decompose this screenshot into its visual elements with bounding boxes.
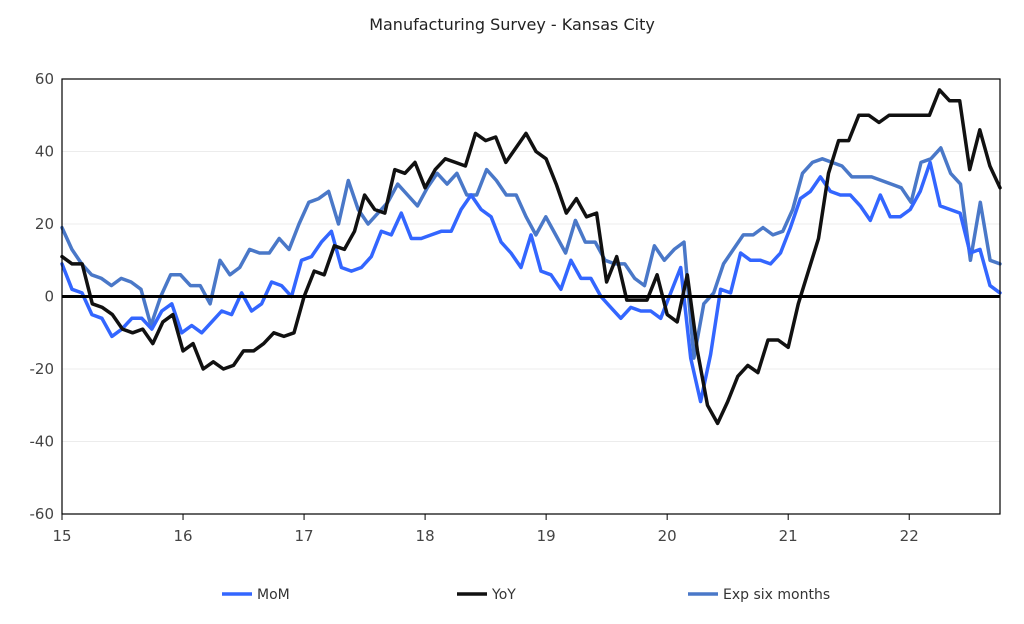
x-tick-label: 16 [173, 527, 192, 545]
y-tick-label: -20 [30, 360, 55, 378]
legend-label: MoM [257, 587, 290, 603]
legend-label: Exp six months [723, 587, 830, 603]
plot-border [61, 78, 1001, 515]
y-tick-label: 40 [35, 143, 54, 161]
series-line-0 [60, 160, 1002, 404]
y-axis-ticks: 60 40 20 0 -20 -40 -60 [30, 70, 55, 523]
y-tick-label: 0 [44, 288, 54, 306]
x-tick-label: 19 [537, 527, 556, 545]
x-tick-label: 17 [295, 527, 314, 545]
legend-label: YoY [491, 587, 516, 603]
y-tick-label: 20 [35, 215, 54, 233]
y-tick-label: 60 [35, 70, 54, 88]
x-tick-label: 20 [658, 527, 677, 545]
series-line-2 [60, 146, 1002, 360]
series-line-1 [60, 88, 1002, 426]
x-tick-label: 22 [900, 527, 919, 545]
y-tick-label: -40 [30, 433, 55, 451]
x-tick-label: 15 [52, 527, 71, 545]
legend: MoM YoY Exp six months [222, 587, 830, 603]
series-lines [60, 88, 1002, 426]
x-tick-label: 18 [416, 527, 435, 545]
x-tick-label: 21 [779, 527, 798, 545]
plot-frame [61, 78, 1001, 515]
y-tick-label: -60 [30, 505, 55, 523]
chart-title: Manufacturing Survey - Kansas City [369, 15, 655, 34]
x-axis-ticks: 15 16 17 18 19 20 21 22 [52, 514, 919, 545]
